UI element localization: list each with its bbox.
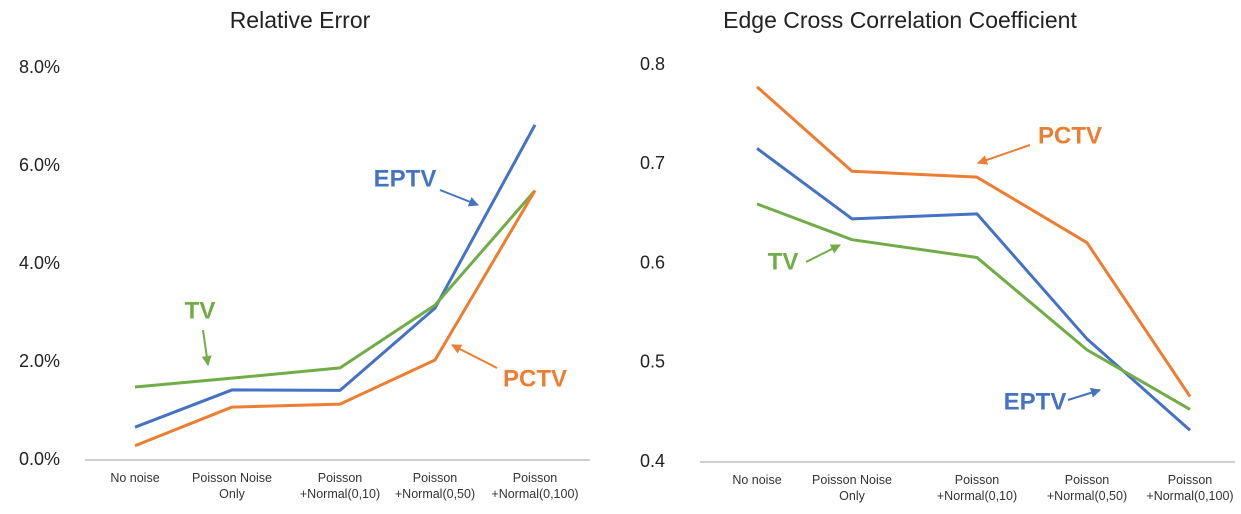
y-tick-label: 2.0% [19,351,60,371]
y-tick-label: 0.6 [640,252,665,272]
x-tick-label: Poisson +Normal(0,50) [1046,473,1128,503]
series-line [756,147,1191,432]
series-line [756,85,1192,398]
y-tick-label: 8.0% [19,57,60,77]
x-tick-label: No noise [732,473,782,487]
x-tick-label: Poisson Noise Only [192,471,272,501]
y-tick-label: 6.0% [19,155,60,175]
y-tick-label: 0.5 [640,352,665,372]
series-line [134,189,537,448]
series-line [756,202,1191,411]
x-tick-label: Poisson +Normal(0,50) [394,471,476,501]
x-tick-label: Poisson +Normal(0,10) [936,473,1018,503]
y-tick-label: 0.4 [640,451,665,471]
series-label: EPTV [1004,388,1067,415]
y-tick-label: 0.0% [19,449,60,469]
label-arrow [201,329,212,366]
chart-title: Edge Cross Correlation Coefficient [723,7,1077,33]
x-tick-label: Poisson Noise Only [812,473,892,503]
label-arrow [977,144,1031,165]
series-label: TV [185,297,216,324]
chart-title: Relative Error [230,7,371,33]
label-arrow [439,189,479,207]
y-tick-label: 4.0% [19,253,60,273]
series-label: PCTV [1038,122,1102,149]
y-tick-label: 0.7 [640,153,665,173]
series-line [134,124,537,429]
label-arrow [451,344,498,369]
series-line [134,189,537,389]
x-tick-label: No noise [110,471,160,485]
series-label: EPTV [374,165,437,192]
series-label: PCTV [503,365,567,392]
x-tick-label: Poisson +Normal(0,100) [1146,473,1234,503]
label-arrow [805,244,841,263]
x-tick-label: Poisson +Normal(0,100) [491,471,579,501]
series-label: TV [768,248,799,275]
label-arrow [1067,387,1101,401]
y-tick-label: 0.8 [640,54,665,74]
x-tick-label: Poisson +Normal(0,10) [299,471,381,501]
